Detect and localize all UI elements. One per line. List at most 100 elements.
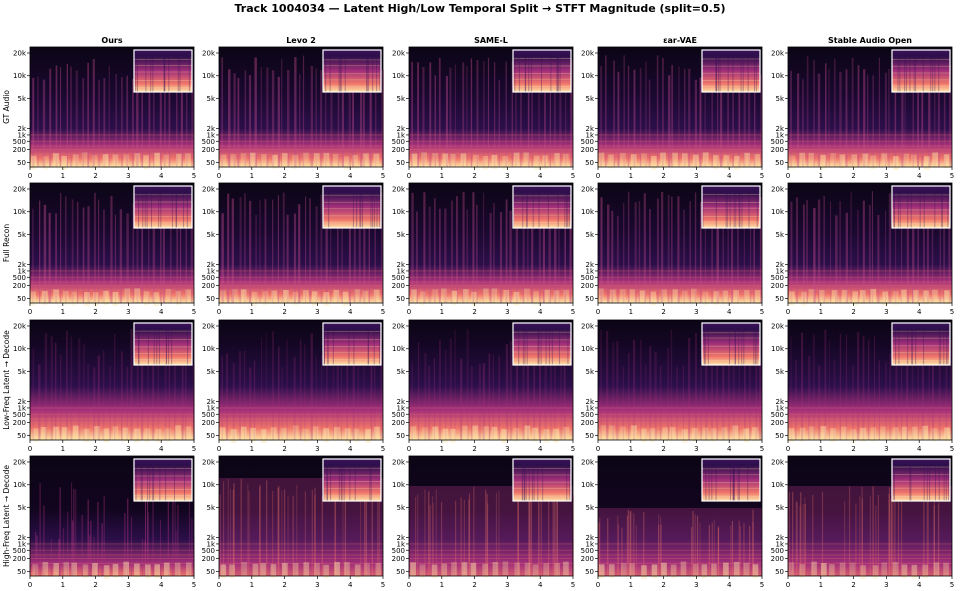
y-tick-label: 5k [17,368,26,376]
inset-border [701,49,761,93]
inset-zoom [323,50,381,92]
beat-pulse [829,564,835,578]
transient-streak [891,487,893,576]
beat-pulse [261,154,267,168]
beat-pulse [81,152,88,167]
beat-pulse [363,153,369,168]
transient-streak [258,486,261,576]
transient-streak [645,61,647,167]
transient-streak [711,58,713,167]
beat-pulse [61,427,68,441]
beat-pulse [619,152,626,167]
transient-streak [631,510,633,576]
x-tick-label: 5 [760,581,764,587]
transient-streak [121,77,123,167]
transient-streak [132,78,134,167]
transient-streak [341,208,343,303]
transient-streak [59,67,62,167]
transient-streak [554,502,556,576]
transient-streak [897,500,900,576]
beat-pulse [441,563,448,578]
transient-streak [50,538,52,576]
inset-border [512,458,572,502]
transient-streak [109,366,111,440]
y-tick-label: 50 [585,295,594,303]
transient-streak [649,208,651,303]
transient-streak [82,207,85,303]
beat-pulse [312,426,319,441]
beat-pulse [354,564,361,579]
beat-pulse [174,562,181,577]
beat-pulse [660,152,666,167]
transient-streak [71,199,74,303]
y-tick-label: 200 [581,282,594,290]
transient-streak [152,346,155,440]
beat-pulse [562,153,569,168]
transient-streak [900,498,903,576]
beat-pulse [352,155,359,169]
transient-streak [89,535,91,576]
transient-streak [835,215,838,303]
transient-streak [103,209,105,303]
beat-pulse [365,429,371,443]
y-tick-label: 2k [17,261,26,269]
transient-streak [50,336,54,440]
beat-pulse [502,561,509,576]
x-tick-label: 5 [192,581,196,587]
transient-streak [282,192,285,303]
y-tick-label: 5k [17,95,26,103]
transient-streak [62,528,64,576]
transient-streak [417,494,419,576]
transient-streak [164,330,167,440]
beat-pulse [123,561,129,576]
transient-streak [796,501,798,576]
y-tick-label: 5k [206,231,215,239]
transient-streak [126,213,129,303]
x-tick-label: 4 [538,308,543,316]
transient-streak [667,347,669,440]
beat-pulse [933,562,940,577]
transient-streak [43,204,47,303]
y-tick-label: 500 [392,411,405,419]
transient-streak [482,363,486,440]
beat-pulse [641,565,647,579]
y-tick-label: 1k [206,404,215,412]
x-tick-label: 4 [159,172,164,180]
transient-streak [689,201,691,303]
y-tick-label: 5k [206,368,215,376]
beat-pulse [651,564,658,579]
beat-pulse [102,154,109,168]
beat-pulse [839,562,846,577]
noise-band [598,508,762,576]
x-tick-label: 4 [159,308,164,316]
beat-pulse [71,291,78,306]
y-tick-label: 50 [206,159,215,167]
axes-frame [787,319,953,441]
beat-pulse [72,154,79,169]
x-tick-label: 4 [538,172,543,180]
transient-streak [233,483,235,576]
y-tick-label: 2k [206,125,215,133]
beat-pulse [61,155,68,170]
transient-streak [657,513,660,576]
beat-pulse [260,429,267,443]
x-tick-label: 2 [472,308,476,316]
x-tick-label: 2 [661,172,665,180]
transient-streak [538,336,541,440]
transient-streak [937,55,941,167]
x-tick-label: 3 [694,172,698,180]
transient-streak [743,335,746,440]
beat-pulse [82,564,89,579]
y-tick-label: 10k [202,208,216,216]
x-tick-label: 2 [661,308,665,316]
y-tick-label: 5k [396,504,405,512]
transient-streak [599,517,601,576]
beat-pulse [432,153,438,167]
transient-streak [476,60,479,167]
transient-streak [302,55,305,167]
inset-zoom [134,186,192,228]
y-tick-label: 200 [202,555,215,563]
y-tick-label: 10k [392,72,406,80]
